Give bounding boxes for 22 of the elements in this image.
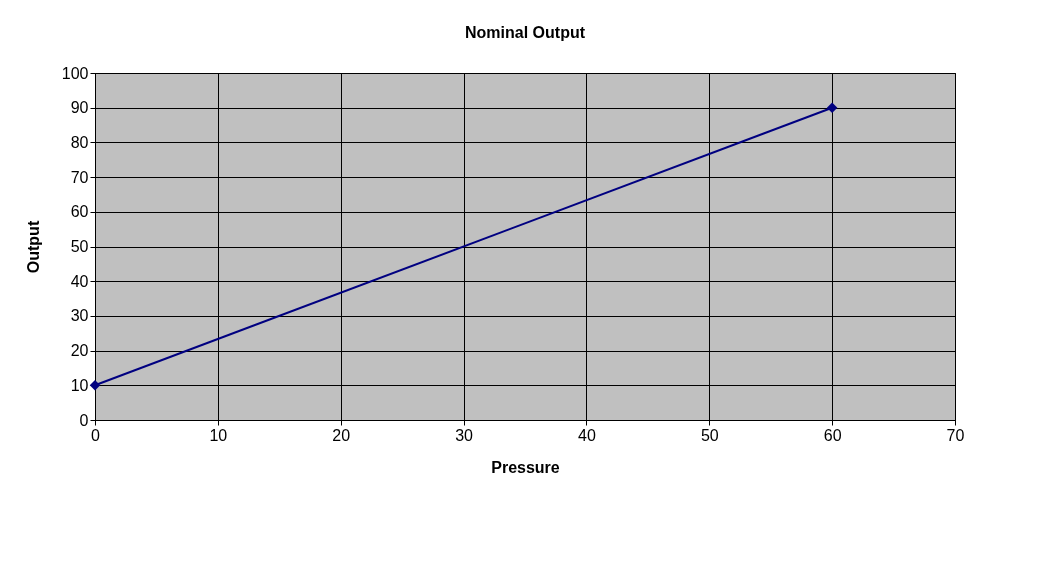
- y-tick-label: 10: [70, 376, 89, 394]
- x-tick-label: 50: [700, 426, 719, 444]
- y-axis-title: Output: [24, 220, 42, 274]
- x-axis-title: Pressure: [491, 458, 560, 476]
- y-tick-label: 40: [70, 272, 89, 290]
- x-tick-label: 70: [946, 426, 965, 444]
- y-tick-label: 100: [61, 64, 89, 82]
- y-tick-label: 60: [70, 203, 89, 221]
- x-tick-label: 40: [578, 426, 596, 444]
- y-tick-label: 0: [79, 411, 89, 429]
- y-tick-label: 70: [70, 168, 89, 186]
- x-tick-label: 30: [455, 426, 474, 444]
- x-tick-label: 20: [332, 426, 351, 444]
- x-tick-label: 10: [209, 426, 228, 444]
- chart-title: Nominal Output: [465, 24, 586, 41]
- y-tick-label: 50: [70, 238, 89, 255]
- y-tick-label: 90: [70, 99, 89, 117]
- y-tick-label: 80: [70, 133, 89, 151]
- y-tick-label: 30: [70, 307, 89, 325]
- x-tick-label: 60: [823, 426, 842, 444]
- x-tick-label: 0: [91, 426, 101, 444]
- y-tick-label: 20: [70, 342, 89, 360]
